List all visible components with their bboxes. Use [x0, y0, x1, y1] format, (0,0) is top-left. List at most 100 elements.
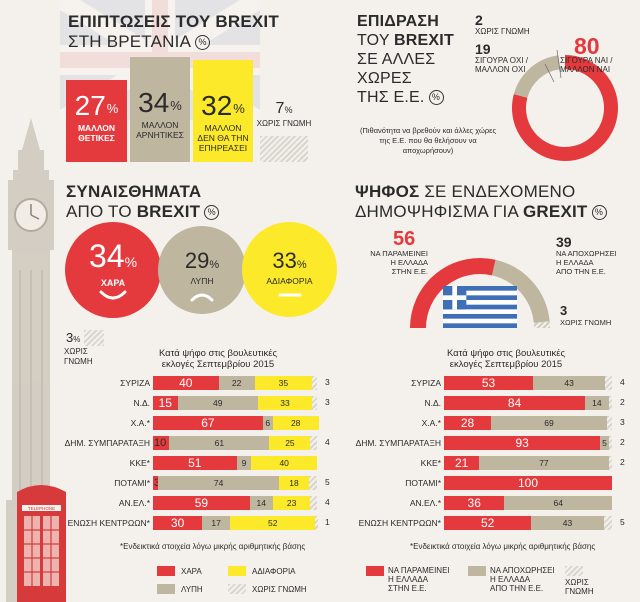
feelings-title-bold: ΣΥΝΑΙΣΘΗΜΑΤΑ	[66, 182, 202, 201]
right-bars-seg-0	[444, 476, 612, 490]
left-table-subtitle1: Κατά ψήφο στις βουλευτικές	[158, 348, 278, 359]
right-bars-seg-1	[533, 376, 606, 390]
right-bars-seg-none	[608, 456, 612, 470]
grexit-leave-label3: ΑΠΟ ΤΗΝ Ε.Ε.	[556, 267, 606, 276]
legend-grexit-none-label: ΧΩΡΙΣ ΓΝΩΜΗ	[565, 578, 594, 596]
left-bars-seg-2-value: 23	[286, 498, 297, 508]
right-bars-row-label: Χ.Α.*	[421, 418, 441, 428]
left-bars-seg-2	[257, 396, 313, 410]
grexit-arc-slice-1	[491, 259, 550, 324]
right-bars-seg-0	[444, 496, 505, 510]
right-bars-seg-1	[585, 396, 609, 410]
feelings-title-l2a: ΑΠΟ ΤΟ	[66, 202, 137, 221]
legend-leave-label2: Η ΕΛΛΑΔΑ	[490, 575, 531, 584]
grexit-leave-label2: Η ΕΛΛΑΔΑ	[556, 258, 594, 267]
left-bars-seg-none-value: 5	[325, 477, 330, 487]
impact-eu-title-l2b: BREXIT	[394, 32, 454, 49]
impact-eu-note: (Πιθανότητα να βρεθούν και άλλες χώρες τ…	[359, 126, 497, 155]
left-bars-seg-none	[310, 496, 317, 510]
impact-box-no-effect-label3: ΕΠΗΡΕΑΣΕΙ	[198, 143, 248, 153]
left-bars-seg-1-value: 22	[231, 378, 242, 388]
left-bars-row-label: Ν.Δ.	[133, 398, 150, 408]
left-bars-seg-1	[177, 396, 258, 410]
left-bars-seg-0-value: 51	[188, 456, 202, 470]
greek-flag-icon	[443, 286, 517, 328]
impact-box-negative-label2: ΑΡΝΗΤΙΚΕΣ	[136, 130, 184, 140]
feeling-none-label2: ΓΝΩΜΗ	[64, 357, 93, 366]
legend-stay-label2: Η ΕΛΛΑΔΑ	[388, 575, 429, 584]
left-bars-seg-2	[279, 476, 309, 490]
right-bars-seg-none-value: 2	[620, 437, 625, 447]
right-bars-seg-none	[606, 416, 612, 430]
right-bars-seg-1	[531, 516, 604, 530]
feeling-joy-circle: 34% ΧΑΡΑ	[65, 222, 161, 318]
left-bars-seg-2-value: 52	[267, 518, 278, 528]
left-bars-seg-2-value: 40	[279, 458, 289, 468]
left-bars-seg-none	[310, 436, 317, 450]
pct-sign: %	[296, 259, 307, 271]
pct-sign: %	[124, 254, 138, 270]
legend-grexit-none-swatch	[565, 566, 583, 576]
frown-icon	[190, 293, 214, 302]
legend-leave-label: ΝΑ ΑΠΟΧΩΡΗΣΕΙ Η ΕΛΛΑΔΑ ΑΠΟ ΤΗΝ Ε.Ε.	[490, 566, 555, 593]
impact-box-negative: 34% ΜΑΛΛΟΝ ΑΡΝΗΤΙΚΕΣ	[130, 57, 190, 162]
percent-icon: %	[591, 205, 607, 221]
right-table-subtitle: Κατά ψήφο στις βουλευτικές εκλογές Σεπτε…	[426, 348, 586, 370]
right-bars-row-label: Ν.Δ.	[424, 398, 441, 408]
left-bars-seg-1	[202, 516, 231, 530]
right-footnote: *Ενδεικτικά στοιχεία λόγω μικρής αριθμητ…	[410, 542, 596, 551]
impact-box-positive-label: ΜΑΛΛΟΝ	[77, 123, 116, 133]
left-bars-seg-0	[153, 436, 170, 450]
impact-box-no-effect-value: 32	[201, 90, 233, 121]
pct-sign: %	[106, 101, 119, 116]
pct-sign: %	[284, 105, 293, 115]
right-bars-seg-0-value: 28	[460, 416, 475, 430]
left-bars-seg-0	[153, 376, 219, 390]
right-bars-seg-0	[444, 436, 601, 450]
left-footnote: *Ενδεικτικά στοιχεία λόγω μικρής αριθμητ…	[120, 542, 306, 551]
grexit-title-rest: ΣΕ ΕΝΔΕΧΟΜΕΝΟ	[419, 182, 576, 201]
right-bars-row-label: ΕΝΩΣΗ ΚΕΝΤΡΩΩΝ*	[358, 518, 441, 528]
legend-indiff-label: ΑΔΙΑΦΟΡΙΑ	[252, 567, 296, 576]
right-bars-seg-1	[491, 416, 607, 430]
left-bars-seg-1	[157, 476, 280, 490]
phone-sign: TELEPHONE	[28, 506, 55, 511]
eu-no-opinion-label: ΧΩΡΙΣ ΓΝΩΜΗ	[475, 27, 530, 36]
eu-yes-label1: ΣΙΓΟΥΡΑ ΝΑΙ /	[560, 56, 613, 65]
right-bars-row-label: ΚΚΕ*	[420, 458, 441, 468]
grexit-stay-label2: Η ΕΛΛΑΔΑ	[390, 258, 428, 267]
impact-box-negative-label: ΜΑΛΛΟΝ	[141, 120, 179, 130]
impact-eu-title-l1: ΕΠΙΔΡΑΣΗ	[357, 13, 439, 30]
right-bars-seg-1-value: 5	[602, 438, 607, 448]
left-bars-seg-0	[153, 456, 237, 470]
feeling-none-label: ΧΩΡΙΣ ΓΝΩΜΗ	[64, 347, 93, 367]
right-bars-seg-0	[444, 416, 492, 430]
right-bars-seg-none	[603, 516, 612, 530]
left-bars-seg-1-value: 61	[214, 438, 225, 448]
right-bars-seg-0-value: 93	[515, 436, 529, 450]
right-bars-seg-1-value: 14	[592, 398, 602, 408]
left-bars-row-label: ΑΝ.ΕΛ.*	[118, 498, 150, 508]
legend-leave-label3: ΑΠΟ ΤΗΝ Ε.Ε.	[490, 584, 544, 593]
feeling-indifference-label: ΑΔΙΑΦΟΡΙΑ	[266, 276, 313, 286]
right-bars-seg-0	[444, 376, 534, 390]
left-bars-seg-none	[312, 376, 317, 390]
feeling-joy-value: 34	[88, 238, 125, 274]
eu-no-opinion-value: 2	[475, 12, 483, 28]
right-bars-seg-0-value: 21	[454, 456, 469, 470]
right-table-subtitle2: εκλογές Σεπτεμβρίου 2015	[449, 359, 563, 370]
left-bars-seg-none-value: 4	[325, 497, 330, 507]
legend-stay-swatch	[366, 566, 384, 576]
grexit-stay-value: 56	[393, 228, 416, 250]
impact-box-negative-value: 34	[138, 87, 170, 118]
left-bars-seg-2-value: 33	[280, 398, 290, 408]
left-bars-seg-1	[249, 496, 273, 510]
left-bars-seg-0-value: 30	[170, 516, 185, 530]
eu-donut-leader-0	[544, 63, 555, 83]
left-bars-seg-0	[153, 396, 178, 410]
left-bars-row-label: ΕΝΩΣΗ ΚΕΝΤΡΩΩΝ*	[67, 518, 150, 528]
left-bars-seg-0-value: 3	[154, 477, 160, 489]
left-bars-seg-0	[153, 416, 263, 430]
eu-donut-leader-1	[556, 49, 562, 79]
left-bars-seg-1-value: 74	[213, 478, 224, 488]
